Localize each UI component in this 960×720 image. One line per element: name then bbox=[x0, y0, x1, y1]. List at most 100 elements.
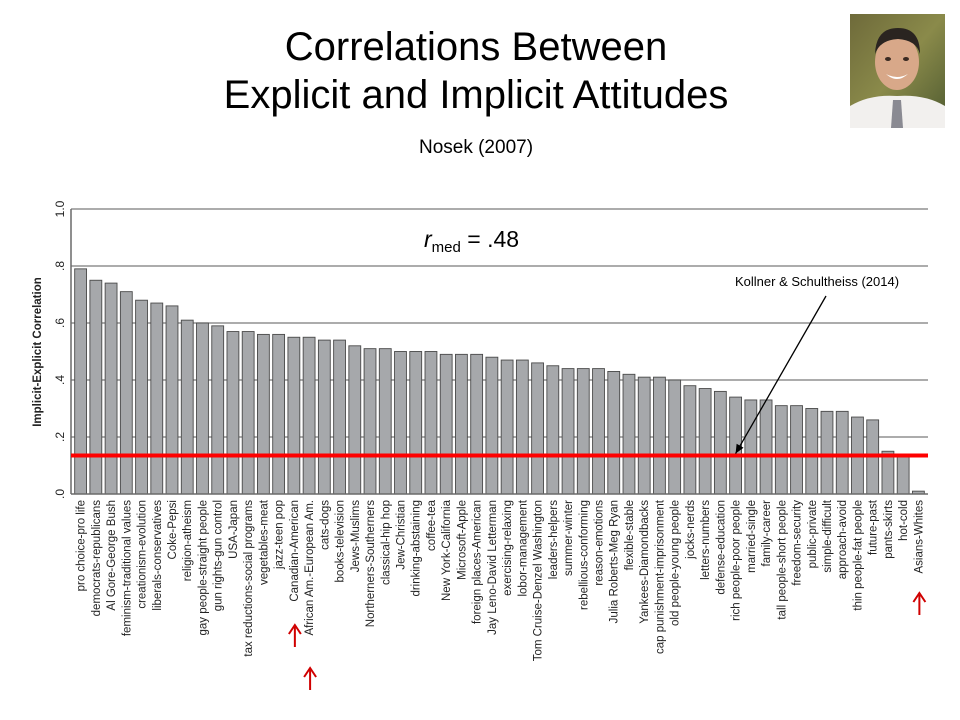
x-tick-label: books-television bbox=[335, 500, 347, 582]
x-tick-label: reason-emotions bbox=[594, 500, 606, 586]
x-tick-label: exercising-relaxing bbox=[502, 500, 514, 596]
bar bbox=[698, 388, 712, 495]
x-tick-label: drinking-abstaining bbox=[411, 500, 423, 597]
bar bbox=[835, 410, 849, 495]
bar bbox=[333, 339, 346, 495]
bar bbox=[196, 322, 209, 495]
bar bbox=[89, 279, 103, 495]
bar bbox=[790, 405, 803, 495]
x-tick-label: creationism-evolution bbox=[137, 500, 149, 609]
author-photo bbox=[850, 14, 945, 128]
x-tick-label: simple-difficult bbox=[822, 499, 834, 572]
highlight-arrow-icon bbox=[912, 591, 927, 615]
highlight-arrows bbox=[288, 591, 927, 690]
median-value: = .48 bbox=[460, 226, 520, 252]
x-tick-label: pro choice-pro life bbox=[76, 500, 88, 591]
x-tick-label: defense-education bbox=[715, 500, 727, 595]
y-tick-label: .8 bbox=[53, 261, 67, 271]
bar bbox=[424, 351, 438, 495]
x-tick-label: Al Gore-George Bush bbox=[106, 500, 118, 611]
x-tick-label: coffee-tea bbox=[426, 499, 438, 551]
x-tick-label: vegetables-meat bbox=[258, 499, 270, 585]
bar bbox=[561, 368, 575, 495]
bar bbox=[226, 331, 240, 495]
bar bbox=[637, 376, 651, 495]
bar bbox=[394, 351, 407, 495]
x-tick-label: Jews-Muslims bbox=[350, 500, 362, 572]
bar bbox=[287, 336, 301, 495]
bars bbox=[74, 268, 925, 495]
bar bbox=[272, 333, 286, 495]
highlight-arrow-icon bbox=[288, 623, 302, 647]
x-tick-label: Coke-Pepsi bbox=[167, 500, 179, 559]
bar bbox=[104, 282, 118, 495]
y-axis-label: Implicit-Explicit Correlation bbox=[32, 277, 44, 427]
highlight-arrow-icon bbox=[303, 666, 317, 690]
bar bbox=[165, 305, 179, 495]
x-tick-label: Jay Leno-David Letterman bbox=[487, 500, 499, 635]
bar bbox=[683, 385, 697, 495]
x-tick-label: public-private bbox=[807, 500, 819, 568]
bar bbox=[409, 351, 423, 495]
x-tick-labels: pro choice-pro life democrats-republicans… bbox=[76, 499, 926, 661]
bar bbox=[774, 405, 788, 495]
bar bbox=[119, 291, 133, 495]
y-tick-label: .6 bbox=[53, 318, 67, 328]
median-correlation-label: rmed = .48 bbox=[424, 226, 519, 256]
x-tick-label: Microsoft-Apple bbox=[456, 500, 468, 580]
x-tick-label: future-past bbox=[868, 499, 880, 555]
bar bbox=[257, 333, 270, 495]
x-tick-label: summer-winter bbox=[563, 500, 575, 576]
bar bbox=[378, 348, 392, 495]
x-tick-label: liberals-conservatives bbox=[152, 500, 164, 611]
bar bbox=[439, 353, 453, 495]
bar bbox=[576, 368, 590, 495]
x-tick-label: USA-Japan bbox=[228, 500, 240, 559]
bar bbox=[653, 376, 666, 495]
y-tick-label: .4 bbox=[53, 375, 67, 385]
bar bbox=[622, 373, 636, 495]
bar bbox=[668, 379, 682, 495]
bar bbox=[744, 399, 758, 495]
bar bbox=[713, 390, 727, 495]
x-tick-label: Julia Roberts-Meg Ryan bbox=[609, 500, 621, 623]
x-tick-label: gun rights-gun control bbox=[213, 500, 225, 611]
bar bbox=[241, 331, 255, 495]
bar bbox=[759, 399, 773, 495]
x-tick-label: lobor-management bbox=[517, 499, 529, 596]
x-tick-label: thin people-fat people bbox=[852, 500, 864, 611]
bar bbox=[820, 410, 834, 495]
x-tick-label: gay people-straight people bbox=[197, 500, 209, 636]
x-tick-label: Asians-Whites bbox=[913, 500, 925, 574]
x-tick-label: married-single bbox=[746, 500, 758, 573]
y-tick-label: .0 bbox=[53, 489, 67, 499]
bar bbox=[363, 348, 377, 495]
x-tick-label: Canadian-American bbox=[289, 500, 301, 602]
x-tick-label: leaders-helpers bbox=[548, 500, 560, 580]
slide-title-line-1: Correlations Between bbox=[284, 25, 668, 69]
annotation-arrow bbox=[735, 295, 827, 454]
x-tick-label: jocks-nerds bbox=[685, 500, 697, 560]
y-tick-label: 1.0 bbox=[53, 200, 67, 217]
x-tick-label: approach-avoid bbox=[837, 500, 849, 579]
x-tick-label: democrats-republicans bbox=[91, 500, 103, 617]
bar bbox=[317, 339, 331, 495]
x-tick-label: foreign places-American bbox=[472, 500, 484, 624]
bar bbox=[485, 356, 499, 495]
bar bbox=[74, 268, 88, 495]
x-tick-label: Jew-Christian bbox=[395, 500, 407, 570]
y-tick-labels: .0 .2 .4 .6 .8 1.0 bbox=[53, 200, 67, 499]
x-tick-label: Yankees-Diamondbacks bbox=[639, 500, 651, 624]
bar bbox=[592, 368, 605, 495]
bar bbox=[348, 345, 362, 495]
bar bbox=[515, 359, 529, 495]
bar bbox=[531, 362, 544, 495]
x-tick-label: old people-young people bbox=[670, 500, 682, 626]
x-tick-label: pants-skirts bbox=[883, 500, 895, 559]
median-subscript: med bbox=[431, 239, 461, 256]
median-symbol: r bbox=[424, 226, 432, 252]
x-tick-label: rebellious-conforming bbox=[578, 500, 590, 610]
x-tick-label: New York-California bbox=[441, 499, 453, 601]
x-tick-label: cats-dogs bbox=[319, 500, 331, 550]
